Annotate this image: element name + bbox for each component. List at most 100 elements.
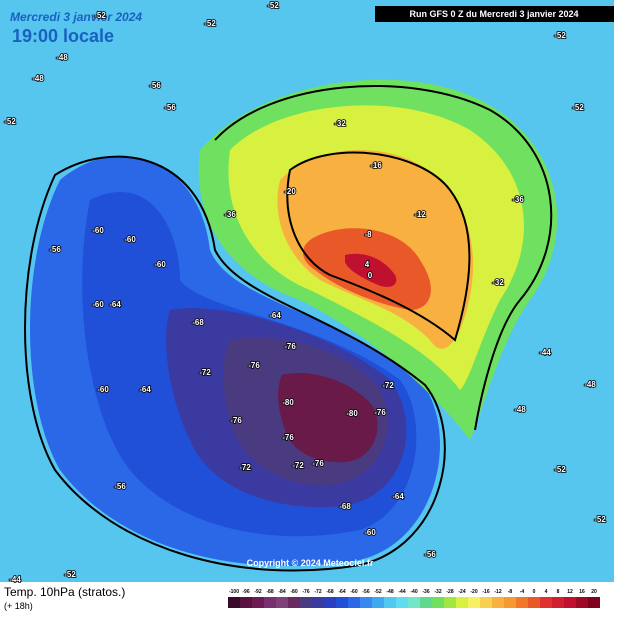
temperature-label: -44 bbox=[539, 348, 551, 357]
scale-swatch bbox=[348, 597, 360, 608]
scale-swatch bbox=[336, 597, 348, 608]
scale-swatch bbox=[408, 597, 420, 608]
scale-label: 20 bbox=[591, 589, 597, 595]
scale-label: -64 bbox=[338, 589, 345, 595]
scale-swatch bbox=[420, 597, 432, 608]
scale-swatch bbox=[384, 597, 396, 608]
temperature-label: -56 bbox=[49, 245, 61, 254]
temperature-label: -76 bbox=[282, 433, 294, 442]
temperature-label: -48 bbox=[514, 405, 526, 414]
scale-label: -96 bbox=[242, 589, 249, 595]
scale-swatch bbox=[360, 597, 372, 608]
temperature-label: -60 bbox=[364, 528, 376, 537]
copyright: Copyright © 2024 Meteociel.fr bbox=[247, 558, 374, 568]
temperature-label: -32 bbox=[492, 278, 504, 287]
temperature-label: -72 bbox=[199, 368, 211, 377]
scale-swatch bbox=[504, 597, 516, 608]
temperature-label: -52 bbox=[94, 11, 106, 20]
scale-label: -84 bbox=[278, 589, 285, 595]
scale-label: -8 bbox=[508, 589, 513, 595]
scale-label: -44 bbox=[398, 589, 405, 595]
scale-swatch bbox=[324, 597, 336, 608]
temperature-label: -56 bbox=[149, 81, 161, 90]
scale-swatch bbox=[240, 597, 252, 608]
run-box bbox=[375, 6, 614, 22]
temperature-label: -52 bbox=[267, 1, 279, 10]
temperature-label: -56 bbox=[164, 103, 176, 112]
temperature-label: -64 bbox=[269, 311, 281, 320]
temperature-label: 0 bbox=[368, 271, 373, 280]
scale-label: -60 bbox=[350, 589, 357, 595]
temperature-label: -76 bbox=[248, 361, 260, 370]
temperature-label: -56 bbox=[114, 482, 126, 491]
temperature-label: -60 bbox=[154, 260, 166, 269]
temperature-label: -60 bbox=[124, 235, 136, 244]
temperature-label: -8 bbox=[364, 230, 372, 239]
scale-label: -48 bbox=[386, 589, 393, 595]
scale-swatch bbox=[228, 597, 240, 608]
time: 19:00 locale bbox=[12, 26, 114, 46]
temperature-label: -52 bbox=[204, 19, 216, 28]
temperature-label: -64 bbox=[109, 300, 121, 309]
temperature-label: -68 bbox=[192, 318, 204, 327]
temperature-label: -72 bbox=[292, 461, 304, 470]
temperature-label: -68 bbox=[339, 502, 351, 511]
map-labels: -52 -52 -52 -52 -48 -48 -52 -56 -56 -32 -16 -20 -36 -… bbox=[3, 0, 607, 585]
scale-swatch bbox=[264, 597, 276, 608]
scale-swatch bbox=[396, 597, 408, 608]
scale-label: -24 bbox=[458, 589, 465, 595]
temperature-label: -32 bbox=[334, 119, 346, 128]
scale-swatch bbox=[468, 597, 480, 608]
temperature-label: -52 bbox=[554, 31, 566, 40]
scale-label: 8 bbox=[557, 589, 560, 595]
temperature-label: -36 bbox=[224, 210, 236, 219]
temperature-label: -52 bbox=[594, 515, 606, 524]
scale-swatch bbox=[480, 597, 492, 608]
scale-label: 16 bbox=[579, 589, 585, 595]
scale-label: -4 bbox=[520, 589, 525, 595]
scale-label: -80 bbox=[290, 589, 297, 595]
scale-label: -16 bbox=[482, 589, 489, 595]
scale-label: -88 bbox=[266, 589, 273, 595]
scale-label: -92 bbox=[254, 589, 261, 595]
scale-swatch bbox=[276, 597, 288, 608]
temperature-label: -80 bbox=[346, 409, 358, 418]
color-scale: -100 -96 -92 -88 -84 -80 -76 -72 -68 -64 -60 -56 -52… bbox=[228, 589, 600, 608]
temperature-label: -52 bbox=[572, 103, 584, 112]
run-info: Run GFS 0 Z du Mercredi 3 janvier 2024 bbox=[409, 9, 578, 19]
scale-label: -100 bbox=[229, 589, 239, 595]
scale-swatch bbox=[528, 597, 540, 608]
scale-swatch bbox=[456, 597, 468, 608]
scale-label: -20 bbox=[470, 589, 477, 595]
temperature-label: -76 bbox=[312, 459, 324, 468]
scale-label: -76 bbox=[302, 589, 309, 595]
temperature-label: -16 bbox=[370, 161, 382, 170]
scale-label: 4 bbox=[545, 589, 548, 595]
scale-swatch bbox=[372, 597, 384, 608]
temperature-label: -60 bbox=[92, 300, 104, 309]
temperature-label: -52 bbox=[4, 117, 16, 126]
temperature-label: -72 bbox=[382, 381, 394, 390]
temperature-label: -48 bbox=[56, 53, 68, 62]
temperature-label: -48 bbox=[32, 74, 44, 83]
temperature-label: 4 bbox=[365, 260, 370, 269]
scale-swatch bbox=[552, 597, 564, 608]
scale-label: -36 bbox=[422, 589, 429, 595]
footer-title: Temp. 10hPa (stratos.) bbox=[4, 585, 125, 599]
scale-label: -72 bbox=[314, 589, 321, 595]
temperature-label: -80 bbox=[282, 398, 294, 407]
temperature-label: -52 bbox=[554, 465, 566, 474]
scale-label: -12 bbox=[494, 589, 501, 595]
scale-label: -40 bbox=[410, 589, 417, 595]
scale-swatch bbox=[492, 597, 504, 608]
scale-label: -52 bbox=[374, 589, 381, 595]
scale-label: -32 bbox=[434, 589, 441, 595]
temperature-label: -48 bbox=[584, 380, 596, 389]
scale-swatch bbox=[444, 597, 456, 608]
scale-swatch bbox=[288, 597, 300, 608]
temperature-label: -56 bbox=[424, 550, 436, 559]
map-field bbox=[24, 79, 558, 572]
temperature-label: -20 bbox=[284, 187, 296, 196]
date: Mercredi 3 janvier 2024 bbox=[10, 10, 142, 24]
